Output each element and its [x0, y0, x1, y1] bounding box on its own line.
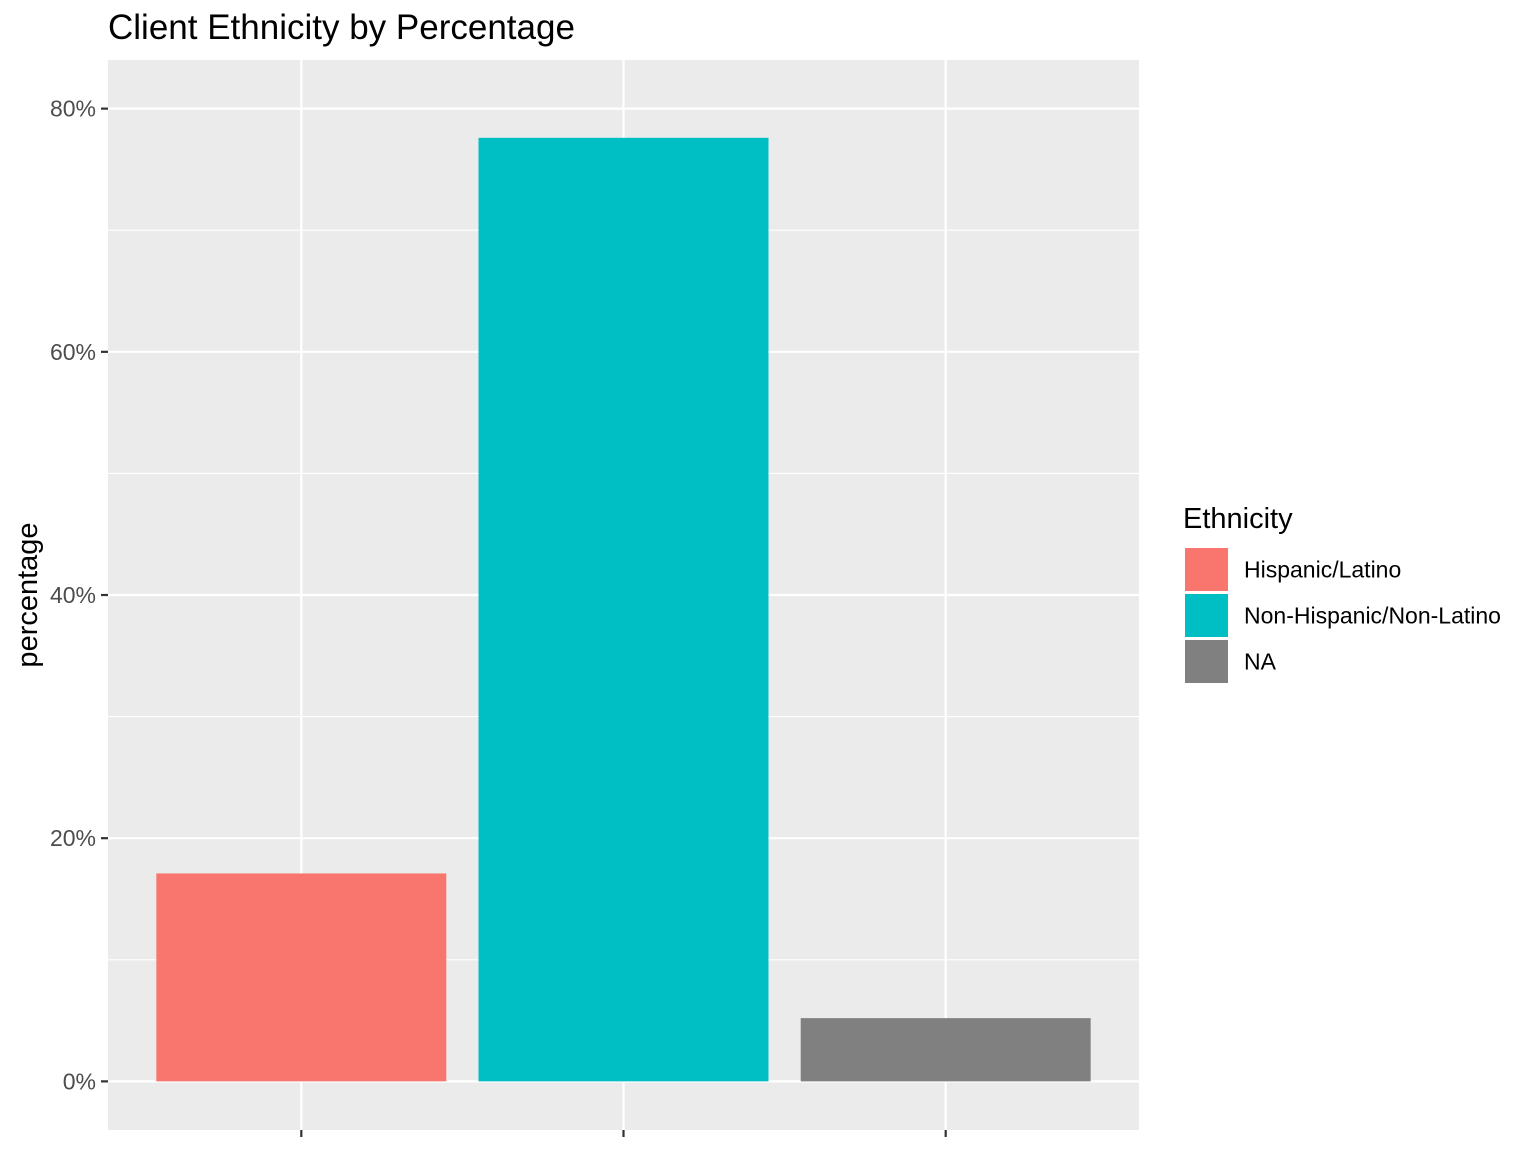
legend-key	[1185, 548, 1228, 591]
y-axis: 0% 20% 40% 60% 80%	[50, 96, 108, 1094]
legend-label: Non-Hispanic/Non-Latino	[1244, 603, 1501, 629]
chart-title: Client Ethnicity by Percentage	[108, 8, 575, 47]
legend-label: NA	[1244, 649, 1277, 675]
y-tick-label: 60%	[50, 339, 96, 365]
legend: Ethnicity Hispanic/Latino Non-Hispanic/No…	[1183, 503, 1501, 683]
y-tick-label: 80%	[50, 96, 96, 122]
y-tick-label: 0%	[63, 1068, 96, 1094]
x-axis	[300, 1130, 947, 1137]
bars	[156, 137, 1091, 1082]
y-tick-label: 40%	[50, 582, 96, 608]
legend-key	[1185, 594, 1228, 637]
legend-items: Hispanic/Latino Non-Hispanic/Non-Latino NA	[1185, 548, 1501, 683]
bar-hispanic-latino	[156, 873, 447, 1082]
y-axis-label: percentage	[12, 522, 44, 667]
y-tick-label: 20%	[50, 825, 96, 851]
legend-title: Ethnicity	[1183, 503, 1293, 535]
bar-non-hispanic-non-latino	[478, 137, 769, 1082]
legend-label: Hispanic/Latino	[1244, 557, 1401, 583]
bar-na	[800, 1018, 1091, 1082]
legend-key	[1185, 640, 1228, 683]
